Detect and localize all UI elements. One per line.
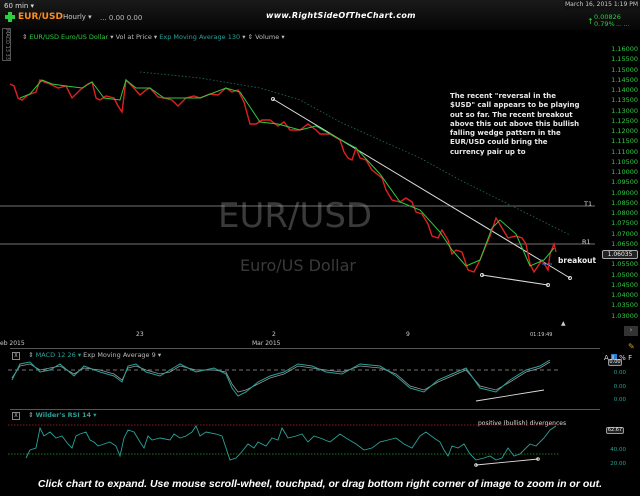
change-absolute: 0.00826 — [594, 13, 621, 21]
interval-dropdown[interactable]: 60 min ▾ — [4, 2, 35, 10]
change-percent: 0.79% — [594, 20, 615, 28]
chart-toolbar — [0, 0, 640, 30]
chevron-down-icon[interactable]: ▾ — [281, 33, 285, 41]
breakout-label: breakout — [558, 256, 597, 265]
rsi-label[interactable]: Wilder's RSI 14 ▾ — [35, 411, 97, 419]
scale-buttons: A L % F — [604, 354, 632, 362]
watermark-name: Euro/US Dollar — [240, 256, 356, 275]
close-rsi-icon[interactable]: X — [12, 412, 20, 420]
scale-log-button[interactable]: L — [611, 354, 617, 362]
macd-side-tab[interactable]: MACD 13 33 — [2, 28, 11, 61]
chevron-down-icon[interactable]: ▾ — [153, 33, 160, 41]
rsi-axis[interactable]: 40.00 20.00 — [610, 447, 626, 467]
price-chart[interactable] — [0, 40, 600, 330]
study-legend: ⇕ EUR/USD Euro/US Dollar ▾ Vol at Price … — [22, 33, 285, 41]
panel-divider[interactable] — [10, 409, 600, 410]
ohlc-readout: ... 0.00 0.00 — [100, 14, 143, 22]
scale-percent-button[interactable]: % — [619, 354, 626, 362]
x-label-23: 23 — [136, 331, 144, 338]
divergence-label: positive (bullish) divergences — [478, 420, 567, 427]
t1-label: T1 — [584, 200, 593, 208]
datetime-stamp: March 16, 2015 1:19 PM — [564, 0, 640, 10]
chevron-down-icon[interactable]: ▾ — [242, 33, 248, 41]
macd-chart[interactable] — [0, 360, 600, 410]
x-label-9: 9 — [406, 331, 410, 338]
change-dots: ... ... — [616, 21, 630, 28]
rsi-header: X ⇕ Wilder's RSI 14 ▾ — [12, 411, 97, 420]
macd-axis[interactable]: 0.00 0.00 0.00 — [613, 370, 626, 403]
up-arrow-icon: ↑ — [587, 17, 594, 26]
drag-handle-icon[interactable]: ⇕ — [22, 33, 30, 41]
x-label-feb: eb 2015 — [0, 340, 25, 347]
scroll-right-button[interactable]: › — [624, 326, 638, 336]
macd-value-box: 0.00 — [608, 359, 622, 366]
watermark-symbol: EUR/USD — [218, 196, 373, 236]
x-label-time: 01:19:49 — [530, 332, 553, 338]
scale-fit-button[interactable]: F — [628, 354, 633, 362]
scroll-marker-icon: ▲ — [561, 320, 566, 327]
r1-label: R1 — [582, 238, 591, 246]
annotation-note: The recent "reversal in the $USD" call a… — [450, 92, 580, 156]
rsi-chart[interactable] — [0, 420, 600, 470]
chevron-down-icon[interactable]: ▾ — [110, 33, 116, 41]
footer-instructions: Click chart to expand. Use mouse scroll-… — [0, 472, 640, 496]
study-volume[interactable]: Volume — [255, 33, 280, 41]
study-price[interactable]: EUR/USD Euro/US Dollar — [29, 33, 109, 41]
rsi-value-box: 62.67 — [606, 427, 624, 434]
symbol-label[interactable]: EUR/USD — [18, 12, 63, 22]
add-symbol-plus-icon[interactable] — [5, 12, 15, 22]
scale-auto-button[interactable]: A — [604, 354, 609, 362]
close-macd-icon[interactable]: X — [12, 352, 20, 360]
drag-handle-icon[interactable]: ⇕ — [247, 33, 256, 41]
macd-label[interactable]: MACD 12 26 ▾ — [35, 351, 82, 359]
period-dropdown[interactable]: Hourly ▾ — [63, 13, 92, 21]
price-change: 0.00826 0.79% — [594, 14, 621, 28]
brand-watermark: www.RightSideOfTheChart.com — [266, 11, 416, 20]
current-price-box: 1.06035 — [602, 250, 638, 259]
drag-handle-icon[interactable]: ⇕ — [28, 351, 36, 359]
study-ema-130[interactable]: Exp Moving Average 130 — [159, 33, 241, 41]
x-label-2: 2 — [272, 331, 276, 338]
price-axis[interactable]: 1.16000 1.15500 1.15000 1.14500 1.14000 1.13… — [611, 45, 638, 320]
macd-header: X ⇕ MACD 12 26 ▾ Exp Moving Average 9 ▾ — [12, 351, 161, 360]
drag-handle-icon[interactable]: ⇕ — [28, 411, 36, 419]
study-vol-at-price[interactable]: Vol at Price — [115, 33, 152, 41]
pencil-icon[interactable]: ✎ — [628, 342, 635, 351]
panel-divider[interactable] — [10, 348, 600, 349]
x-label-mar: Mar 2015 — [252, 340, 281, 347]
macd-signal-label[interactable]: Exp Moving Average 9 ▾ — [83, 351, 162, 359]
